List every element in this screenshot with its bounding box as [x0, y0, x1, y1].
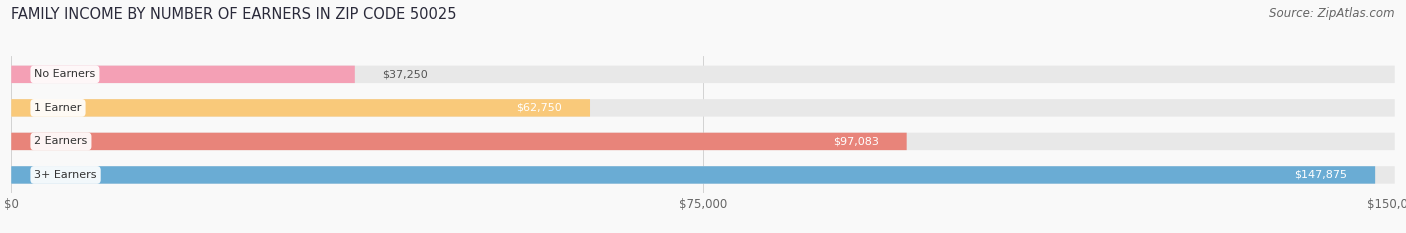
Text: FAMILY INCOME BY NUMBER OF EARNERS IN ZIP CODE 50025: FAMILY INCOME BY NUMBER OF EARNERS IN ZI…	[11, 7, 457, 22]
Text: No Earners: No Earners	[34, 69, 96, 79]
FancyBboxPatch shape	[11, 99, 591, 116]
Text: $147,875: $147,875	[1295, 170, 1347, 180]
Text: $37,250: $37,250	[382, 69, 429, 79]
Text: 3+ Earners: 3+ Earners	[34, 170, 97, 180]
Text: $62,750: $62,750	[516, 103, 562, 113]
FancyBboxPatch shape	[11, 66, 354, 83]
Text: 1 Earner: 1 Earner	[34, 103, 82, 113]
FancyBboxPatch shape	[11, 99, 1395, 116]
Text: $97,083: $97,083	[834, 136, 879, 146]
FancyBboxPatch shape	[11, 166, 1395, 184]
FancyBboxPatch shape	[11, 66, 1395, 83]
Text: 2 Earners: 2 Earners	[34, 136, 87, 146]
Text: Source: ZipAtlas.com: Source: ZipAtlas.com	[1270, 7, 1395, 20]
FancyBboxPatch shape	[11, 133, 1395, 150]
FancyBboxPatch shape	[11, 133, 907, 150]
FancyBboxPatch shape	[11, 166, 1375, 184]
